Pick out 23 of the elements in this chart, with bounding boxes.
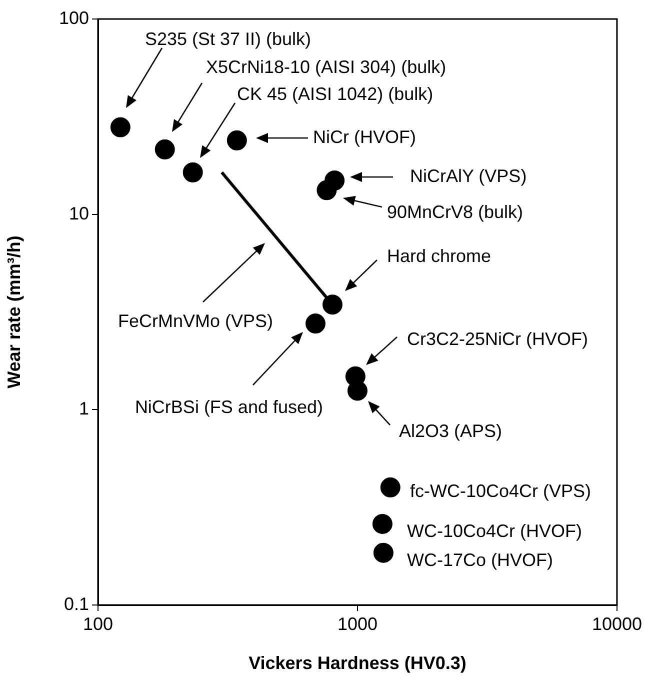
annotation: fc-WC-10Co4Cr (VPS): [410, 480, 592, 501]
y-tick-label: 10: [68, 203, 89, 224]
annotation: S235 (St 37 II) (bulk): [144, 28, 312, 49]
x-axis-title: Vickers Hardness (HV0.3): [248, 653, 466, 674]
y-tick-label: 100: [58, 8, 89, 28]
annotation: WC-17Co (HVOF): [407, 550, 554, 570]
y-axis-title: Wear rate (mm³/h): [4, 236, 24, 388]
x-tick-label: 100: [82, 614, 114, 634]
x-tick-label: 1000: [337, 614, 378, 634]
y-tick-label: 0.1: [64, 594, 89, 614]
annotation: FeCrMnVMo (VPS): [118, 310, 274, 331]
annotation: Hard chrome: [387, 246, 492, 266]
annotation: Cr3C2-25NiCr (HVOF): [407, 328, 588, 349]
annotation: NiCr (HVOF): [313, 126, 416, 147]
annotation: Al2O3 (APS): [399, 420, 502, 441]
annotation: WC-10Co4Cr (HVOF): [407, 520, 582, 541]
x-tick-label: 10000: [592, 614, 642, 634]
annotation: NiCrBSi (FS and fused): [134, 396, 323, 417]
annotation: NiCrAlY (VPS): [410, 166, 527, 186]
annotation: CK 45 (AISI 1042) (bulk): [237, 84, 434, 104]
y-tick-label: 1: [78, 398, 89, 419]
annotation: X5CrNi18-10 (AISI 304) (bulk): [206, 56, 446, 77]
annotation: 90MnCrV8 (bulk): [387, 202, 524, 222]
